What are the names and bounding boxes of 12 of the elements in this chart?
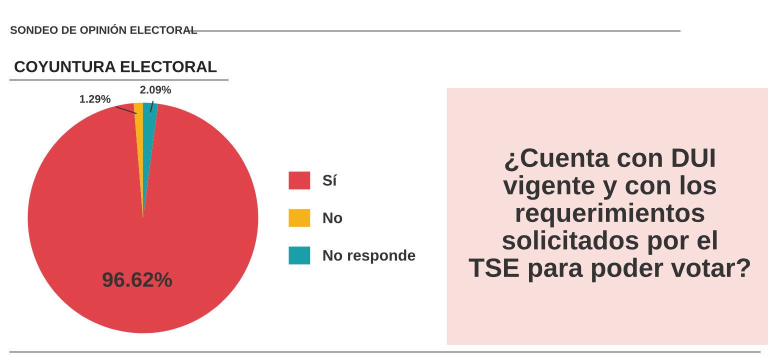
pie-slice <box>28 103 258 334</box>
pie-slice <box>134 102 143 218</box>
chart-title: SONDEO DE OPINIÓN ELECTORAL <box>10 24 198 34</box>
data-label: 1.29% <box>80 95 110 103</box>
pie-slice <box>143 102 158 218</box>
legend-label: No <box>323 212 342 224</box>
data-label: 96.62% <box>102 272 172 287</box>
legend-label: No responde <box>323 250 416 264</box>
text: ¿Cuenta con DUI vigente y con los requerimientos solicitados por el TSE para poder votar? <box>468 148 750 282</box>
data-label: 2.09% <box>140 86 172 94</box>
chart-subtitle: COYUNTURA ELECTORAL <box>14 60 217 72</box>
legend-label: Sí <box>322 174 338 186</box>
